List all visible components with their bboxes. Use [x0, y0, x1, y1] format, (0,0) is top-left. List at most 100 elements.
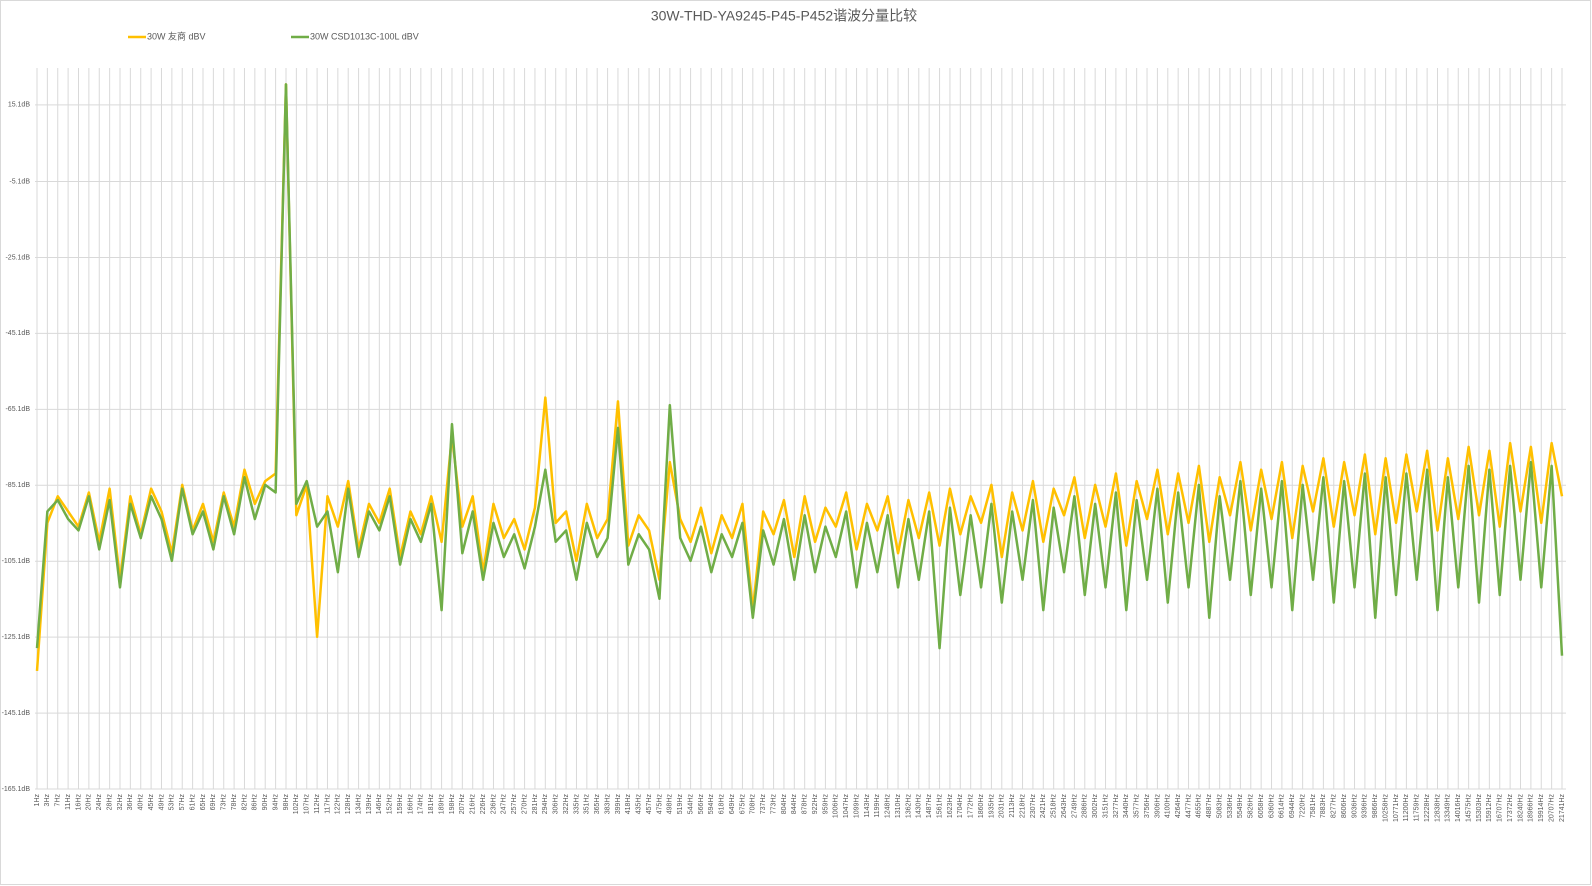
x-tick-label: 198Hz: [449, 794, 456, 815]
x-tick-label: 383Hz: [604, 794, 611, 815]
x-tick-label: 5336Hz: [1227, 794, 1234, 819]
x-tick-label: 61Hz: [189, 794, 196, 811]
x-tick-label: 4100Hz: [1165, 794, 1172, 819]
x-tick-label: 10258Hz: [1382, 794, 1389, 823]
x-tick-label: 922Hz: [812, 794, 819, 815]
x-tick-label: 1487Hz: [926, 794, 933, 819]
legend-label: 30W 友商 dBV: [147, 30, 206, 41]
x-tick-label: 5083Hz: [1216, 794, 1223, 819]
x-tick-label: 9036Hz: [1351, 794, 1358, 819]
x-tick-label: 102Hz: [293, 794, 300, 815]
x-tick-label: 2749Hz: [1071, 794, 1078, 819]
x-tick-label: 1248Hz: [885, 794, 892, 819]
x-tick-label: 14016Hz: [1455, 794, 1462, 823]
y-tick-label: -125.1dB: [2, 634, 31, 641]
x-tick-label: 21741Hz: [1559, 794, 1566, 823]
x-tick-label: 4477Hz: [1185, 794, 1192, 819]
x-tick-label: 16707Hz: [1497, 794, 1504, 823]
x-tick-label: 618Hz: [719, 794, 726, 815]
x-tick-label: 306Hz: [553, 794, 560, 815]
x-tick-label: 1860Hz: [978, 794, 985, 819]
x-tick-label: 1561Hz: [936, 794, 943, 819]
y-tick-label: -25.1dB: [5, 254, 30, 261]
x-tick-label: 2031Hz: [999, 794, 1006, 819]
x-tick-label: 112Hz: [314, 794, 321, 814]
x-tick-label: 1006Hz: [833, 794, 840, 819]
x-tick-label: 226Hz: [480, 794, 487, 815]
x-tick-label: 1430Hz: [916, 794, 923, 819]
x-tick-label: 247Hz: [501, 794, 508, 815]
x-tick-label: 3756Hz: [1144, 794, 1151, 819]
x-tick-label: 28Hz: [106, 794, 113, 811]
x-tick-label: 1199Hz: [874, 794, 881, 818]
x-tick-label: 418Hz: [625, 794, 632, 815]
x-tick-label: 2307Hz: [1030, 794, 1037, 819]
x-tick-label: 844Hz: [791, 794, 798, 815]
grid: [35, 68, 1566, 790]
x-tick-label: 1143Hz: [864, 794, 871, 818]
x-tick-label: 82Hz: [241, 794, 248, 811]
x-tick-label: 257Hz: [511, 794, 518, 815]
x-tick-label: 1704Hz: [957, 794, 964, 819]
x-tick-label: 4655Hz: [1196, 794, 1203, 819]
x-tick-label: 11Hz: [65, 794, 72, 810]
x-tick-label: 878Hz: [802, 794, 809, 815]
x-tick-label: 457Hz: [646, 794, 653, 815]
x-tick-label: 189Hz: [438, 794, 445, 815]
x-tick-label: 16Hz: [75, 794, 82, 811]
x-tick-label: 270Hz: [521, 794, 528, 815]
x-tick-label: 40Hz: [138, 794, 145, 811]
x-tick-label: 98Hz: [283, 794, 290, 811]
x-tick-label: 4887Hz: [1206, 794, 1213, 819]
x-tick-label: 36Hz: [127, 794, 134, 811]
x-tick-label: 1047Hz: [843, 794, 850, 819]
x-tick-label: 351Hz: [584, 794, 591, 815]
x-tick-label: 566Hz: [698, 794, 705, 815]
x-tick-label: 1310Hz: [895, 794, 902, 819]
x-tick-label: 216Hz: [470, 794, 477, 815]
x-tick-label: 1362Hz: [905, 794, 912, 819]
x-tick-label: 7883Hz: [1320, 794, 1327, 819]
x-tick-label: 86Hz: [252, 794, 259, 811]
axis-labels: 15.1dB -5.1dB -25.1dB -45.1dB -65.1dB -85.1dB…: [2, 102, 1566, 822]
y-tick-label: -105.1dB: [2, 558, 31, 565]
x-tick-label: 365Hz: [594, 794, 601, 815]
x-tick-label: 11200Hz: [1403, 794, 1410, 822]
x-tick-label: 2421Hz: [1040, 794, 1047, 819]
x-tick-label: 18966Hz: [1528, 794, 1535, 823]
x-tick-label: 3277Hz: [1113, 794, 1120, 819]
x-tick-label: 15303Hz: [1476, 794, 1483, 823]
x-tick-label: 152Hz: [387, 794, 394, 815]
x-tick-label: 322Hz: [563, 794, 570, 815]
chart-title: 30W-THD-YA9245-P45-P452谐波分量比较: [651, 8, 917, 24]
y-tick-label: -145.1dB: [2, 710, 31, 717]
x-tick-label: 1099Hz: [853, 794, 860, 819]
x-tick-label: 12228Hz: [1424, 794, 1431, 823]
x-tick-label: 166Hz: [407, 794, 414, 815]
x-tick-label: 53Hz: [169, 794, 176, 811]
legend-label: 30W CSD1013C-100L dBV: [310, 31, 419, 41]
x-tick-label: 24Hz: [96, 794, 103, 811]
x-tick-label: 45Hz: [148, 794, 155, 811]
x-tick-label: 649Hz: [729, 794, 736, 815]
x-tick-label: 6058Hz: [1258, 794, 1265, 819]
x-tick-label: 594Hz: [708, 794, 715, 815]
series-line: [35, 83, 1564, 656]
x-tick-label: 281Hz: [532, 794, 539, 815]
x-tick-label: 107Hz: [304, 794, 311, 815]
x-tick-label: 20707Hz: [1548, 794, 1555, 823]
x-tick-label: 737Hz: [760, 794, 767, 815]
x-tick-label: 399Hz: [615, 794, 622, 815]
x-tick-label: 139Hz: [366, 794, 373, 815]
x-tick-label: 8277Hz: [1331, 794, 1338, 819]
x-tick-label: 773Hz: [770, 794, 777, 815]
x-tick-label: 675Hz: [739, 794, 746, 815]
x-tick-label: 207Hz: [459, 794, 466, 815]
x-tick-label: 117Hz: [324, 794, 331, 814]
x-tick-label: 122Hz: [335, 794, 342, 815]
x-tick-label: 5826Hz: [1248, 794, 1255, 819]
x-tick-label: 11759Hz: [1414, 794, 1421, 822]
y-tick-label: -85.1dB: [5, 482, 30, 489]
x-tick-label: 708Hz: [750, 794, 757, 815]
